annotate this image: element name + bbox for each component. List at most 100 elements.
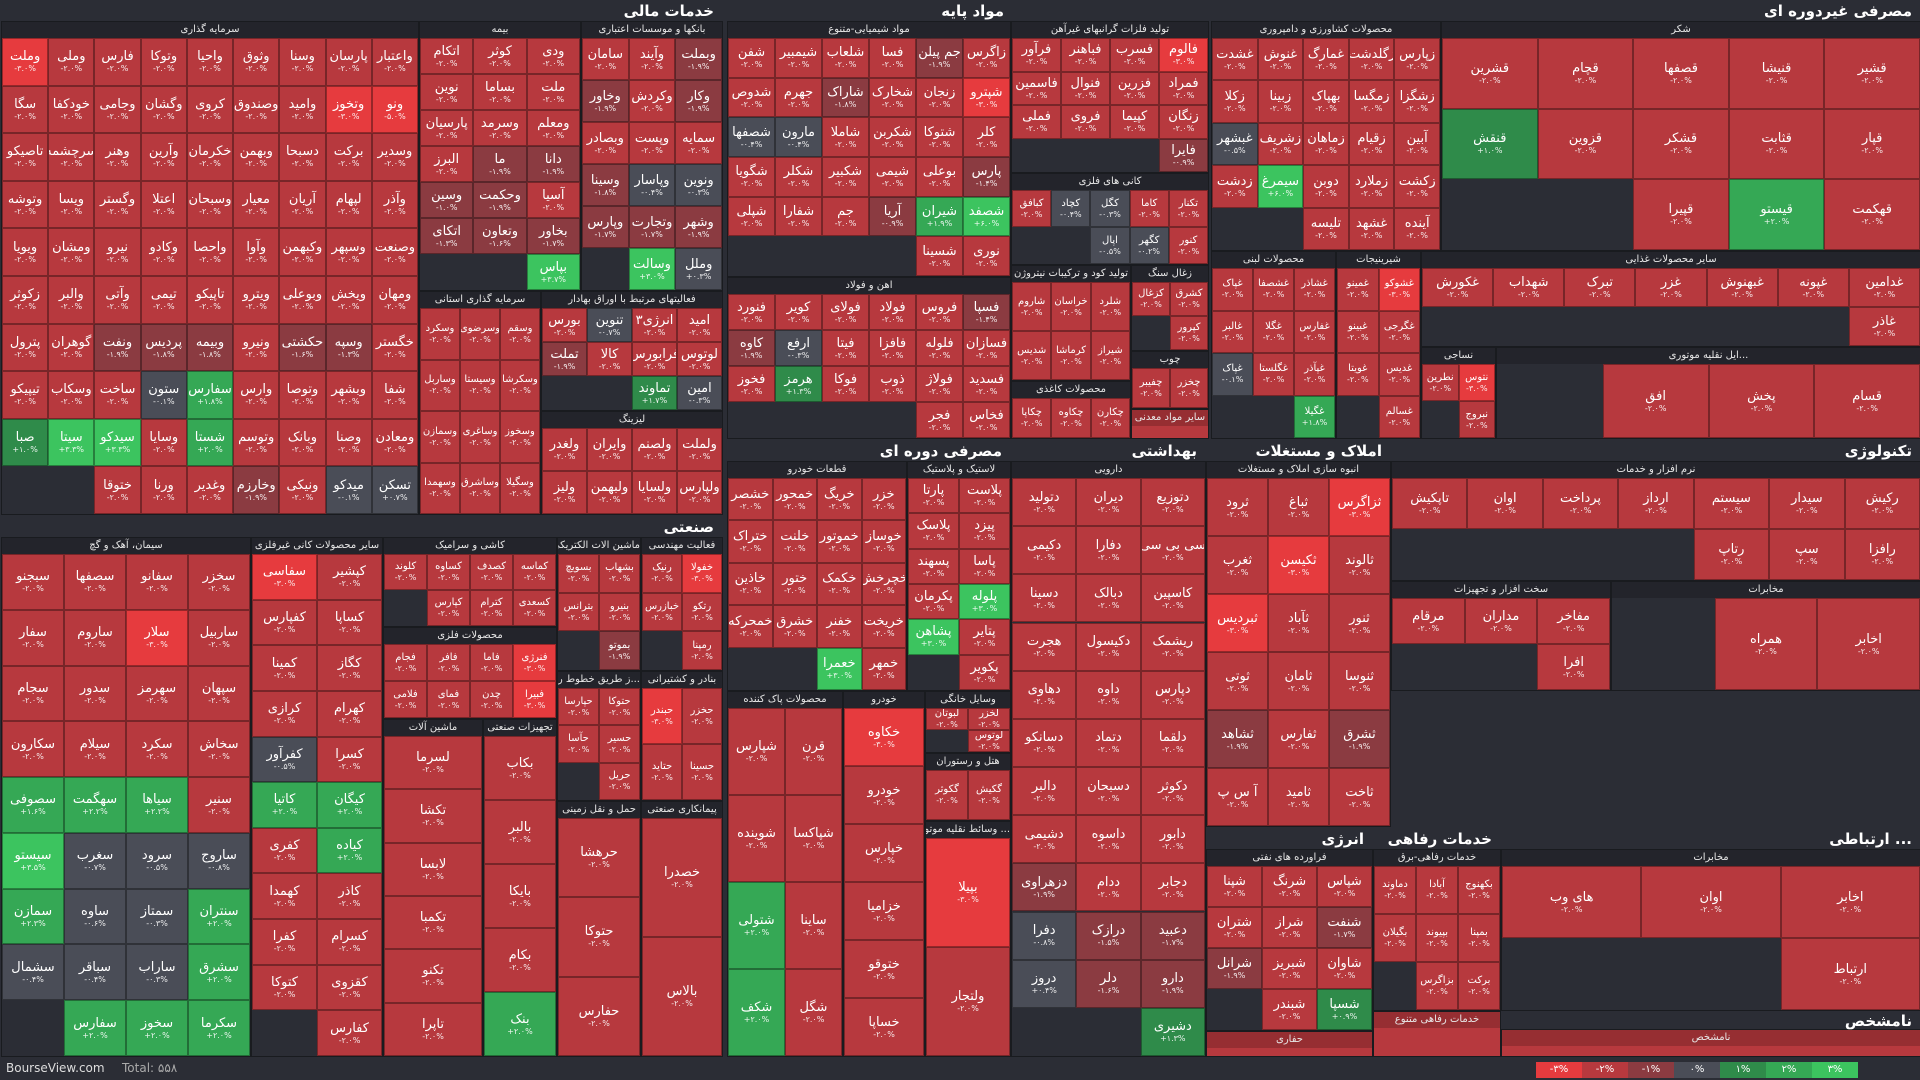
stock-tile[interactable]: بوعلی -۲.۰% (916, 157, 963, 197)
stock-tile[interactable]: خراسان -۲.۰% (1051, 282, 1091, 331)
industry-title[interactable]: ماشین آلات (384, 720, 482, 736)
sector-title[interactable]: انرژی (1321, 830, 1365, 848)
stock-tile[interactable]: غبشهر -۰.۵% (1212, 122, 1258, 166)
stock-tile[interactable]: اپال -۰.۵% (1090, 227, 1130, 264)
stock-tile[interactable]: وسیستا -۲.۰% (460, 359, 500, 411)
industry-title[interactable]: تولید فلزات گرانبهای غیرآهن (1012, 22, 1208, 38)
stock-tile[interactable]: بپیلا -۳.۰% (926, 838, 1010, 947)
stock-tile[interactable]: معیار -۲.۰% (233, 180, 280, 229)
stock-tile[interactable]: وبملت -۱.۹% (675, 38, 722, 80)
stock-tile[interactable]: حسیر -۲.۰% (599, 725, 640, 763)
stock-tile[interactable]: حکشتی -۱.۶% (279, 323, 326, 372)
stock-tile[interactable]: اوان -۲.۰% (1641, 866, 1781, 938)
stock-tile[interactable]: وگستر -۲.۰% (94, 180, 141, 229)
stock-tile[interactable]: ثفارس -۲.۰% (1268, 710, 1329, 768)
stock-tile[interactable]: تاپرا -۲.۰% (384, 1002, 482, 1056)
stock-tile[interactable]: فولاژ -۲.۰% (916, 366, 963, 402)
stock-tile[interactable]: وغدیر -۲.۰% (186, 466, 234, 514)
stock-tile[interactable]: ملت -۲.۰% (526, 74, 580, 110)
stock-tile[interactable]: بکام -۲.۰% (484, 928, 556, 992)
stock-tile[interactable]: غالبر -۲.۰% (1212, 310, 1253, 353)
stock-tile[interactable]: دوبن -۲.۰% (1303, 165, 1349, 208)
stock-tile[interactable]: خبازرس -۲.۰% (642, 592, 682, 632)
stock-tile[interactable]: غنوش -۲.۰% (1257, 38, 1304, 81)
stock-tile[interactable]: وتخوز -۳.۰% (325, 85, 372, 134)
stock-tile[interactable]: خصدرا -۲.۰% (642, 818, 722, 937)
stock-tile[interactable]: لخزر -۲.۰% (968, 708, 1010, 730)
stock-tile[interactable]: غشاذر -۲.۰% (1294, 268, 1335, 311)
stock-tile[interactable]: برکت -۲.۰% (325, 133, 372, 181)
stock-tile[interactable]: ختوقا -۲.۰% (94, 466, 141, 514)
stock-tile[interactable]: ثشاهد -۱.۹% (1207, 710, 1268, 768)
stock-tile[interactable]: وتوکا -۲.۰% (140, 38, 187, 86)
stock-tile[interactable]: خریخت -۲.۰% (861, 605, 906, 648)
stock-tile[interactable]: خفولا -۳.۰% (682, 554, 722, 593)
stock-tile[interactable]: غویتا -۲.۰% (1337, 353, 1379, 396)
industry-title[interactable]: محصولات فلزی (384, 628, 556, 644)
stock-tile[interactable]: دلر -۱.۶% (1076, 959, 1141, 1008)
industry-title[interactable]: سرمایه گذاری (2, 22, 418, 38)
stock-tile[interactable]: قزوین -۲.۰% (1537, 108, 1634, 180)
stock-tile[interactable]: دتوزیع -۲.۰% (1140, 478, 1205, 527)
stock-tile[interactable]: ثامید -۲.۰% (1268, 768, 1329, 826)
stock-tile[interactable]: حتاید -۲.۰% (642, 744, 682, 800)
sector-title[interactable]: مواد پایه (941, 2, 1004, 20)
stock-tile[interactable]: چکارن -۲.۰% (1090, 398, 1130, 438)
stock-tile[interactable]: ختراک -۲.۰% (728, 520, 773, 563)
stock-tile[interactable]: غپاک -۰.۱% (1212, 353, 1253, 396)
stock-tile[interactable]: شاراک -۱.۸% (822, 77, 869, 118)
stock-tile[interactable]: دشیری +۱.۳% (1140, 1007, 1205, 1056)
stock-tile[interactable]: پلاسک -۲.۰% (908, 513, 959, 549)
stock-tile[interactable]: کلوند -۲.۰% (384, 554, 427, 590)
stock-tile[interactable]: غدیس -۲.۰% (1378, 353, 1420, 396)
stock-tile[interactable]: سجام -۲.۰% (2, 665, 64, 722)
sector-title[interactable]: صنعتی (663, 518, 714, 536)
stock-tile[interactable]: فاسمین -۲.۰% (1012, 71, 1061, 105)
industry-title[interactable]: محصولات کاغذی (1012, 382, 1130, 398)
stock-tile[interactable]: فبیرا -۳.۰% (513, 681, 556, 718)
stock-tile[interactable]: کوثر -۲.۰% (473, 38, 527, 74)
sector-title[interactable]: املاک و مستغلات (1255, 442, 1382, 460)
stock-tile[interactable]: های وب -۲.۰% (1502, 866, 1642, 938)
stock-tile[interactable]: سخزر -۲.۰% (188, 554, 250, 610)
stock-tile[interactable]: وثوق -۲.۰% (233, 38, 280, 86)
stock-tile[interactable]: ثوتی -۲.۰% (1207, 652, 1268, 710)
industry-title[interactable]: پیمانکاری صنعتی (642, 802, 722, 818)
stock-tile[interactable]: ونیرو -۲.۰% (233, 323, 280, 372)
stock-tile[interactable]: سرچشمه-۲.۰% (48, 133, 95, 181)
industry-title[interactable]: دارویی (1012, 462, 1205, 478)
stock-tile[interactable]: فاما -۲.۰% (470, 644, 513, 681)
stock-tile[interactable]: بایکا -۲.۰% (484, 864, 556, 928)
stock-tile[interactable]: حخزر -۲.۰% (682, 688, 722, 744)
stock-tile[interactable]: دپارس -۲.۰% (1140, 670, 1205, 719)
stock-tile[interactable]: وبصادر -۲.۰% (582, 122, 629, 164)
stock-tile[interactable]: کویر -۲.۰% (775, 294, 822, 330)
stock-tile[interactable]: رمپنا -۲.۰% (682, 631, 722, 670)
stock-tile[interactable]: وکار -۱.۹% (675, 80, 722, 122)
stock-tile[interactable]: بسویچ -۲.۰% (558, 554, 599, 593)
stock-tile[interactable]: فنرژی -۳.۰% (513, 644, 556, 681)
stock-tile[interactable]: آسیا -۲.۰% (526, 182, 580, 218)
stock-tile[interactable]: میدکو -۰.۱% (325, 466, 372, 514)
stock-tile[interactable]: واعتبار -۲.۰% (371, 38, 418, 86)
stock-tile[interactable]: سگا -۲.۰% (2, 85, 49, 134)
stock-tile[interactable]: شرنگ -۲.۰% (1262, 866, 1317, 907)
stock-tile[interactable]: غبینو -۲.۰% (1337, 310, 1379, 353)
stock-tile[interactable]: زماهان -۲.۰% (1303, 122, 1349, 166)
stock-tile[interactable]: اخابر -۲.۰% (1817, 598, 1920, 690)
stock-tile[interactable]: سفار -۲.۰% (2, 609, 64, 666)
industry-title[interactable]: سایر محصولات کانی غیرفلزی (252, 538, 382, 554)
stock-tile[interactable]: دتماد -۲.۰% (1076, 718, 1141, 767)
stock-tile[interactable]: سکرد -۲.۰% (126, 721, 188, 778)
stock-tile[interactable]: شپارس -۲.۰% (728, 708, 785, 795)
stock-tile[interactable]: شدوص -۲.۰% (728, 77, 775, 118)
industry-title[interactable]: تجهیزات صنعتی (484, 720, 556, 736)
stock-tile[interactable]: ومهان -۲.۰% (371, 276, 418, 324)
stock-tile[interactable]: بساما -۲.۰% (473, 74, 527, 110)
stock-tile[interactable]: حآسا -۲.۰% (558, 725, 599, 763)
stock-tile[interactable]: بپاس +۳.۷% (526, 254, 580, 290)
stock-tile[interactable]: سنیر -۲.۰% (188, 777, 250, 833)
stock-tile[interactable]: خکمک -۲.۰% (817, 562, 862, 606)
stock-tile[interactable]: وملل +۰.۳% (675, 248, 722, 290)
industry-title[interactable]: فعالیتهای مرتبط با اوراق بهادار (542, 292, 722, 308)
